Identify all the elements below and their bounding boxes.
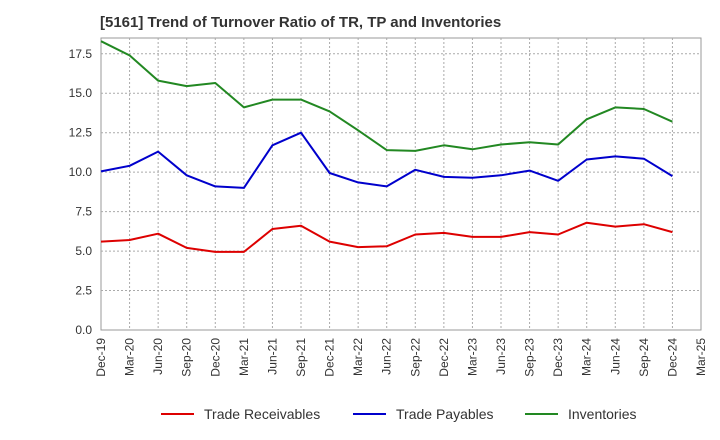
x-tick-label: Dec-22 bbox=[437, 338, 451, 377]
legend-label-trade-receivables: Trade Receivables bbox=[204, 406, 320, 422]
legend-label-trade-payables: Trade Payables bbox=[396, 406, 494, 422]
x-tick-label: Mar-22 bbox=[351, 338, 365, 376]
y-tick-label: 2.5 bbox=[75, 284, 92, 298]
x-tick-label: Jun-23 bbox=[494, 338, 508, 375]
x-tick-label: Sep-22 bbox=[408, 338, 422, 377]
x-tick-label: Jun-20 bbox=[151, 338, 165, 375]
x-tick-label: Dec-20 bbox=[208, 338, 222, 377]
x-tick-label: Mar-24 bbox=[580, 338, 594, 376]
series-line-inventories bbox=[100, 40, 673, 152]
x-tick-label: Sep-23 bbox=[523, 338, 537, 377]
x-tick-label: Mar-23 bbox=[465, 338, 479, 376]
x-tick-label: Sep-24 bbox=[637, 338, 651, 377]
x-tick-label: Sep-20 bbox=[180, 338, 194, 377]
x-tick-label: Mar-20 bbox=[123, 338, 137, 376]
x-tick-label: Mar-25 bbox=[694, 338, 708, 376]
x-tick-label: Jun-22 bbox=[380, 338, 394, 375]
x-tick-label: Dec-19 bbox=[94, 338, 108, 377]
x-tick-label: Dec-23 bbox=[551, 338, 565, 377]
y-tick-label: 0.0 bbox=[75, 323, 92, 337]
series-line-trade-receivables bbox=[100, 221, 673, 253]
x-tick-label: Dec-21 bbox=[323, 338, 337, 377]
y-tick-label: 17.5 bbox=[69, 47, 93, 61]
y-tick-label: 15.0 bbox=[69, 86, 93, 100]
legend-label-inventories: Inventories bbox=[568, 406, 636, 422]
plot-area bbox=[100, 37, 702, 331]
x-tick-label: Jun-21 bbox=[265, 338, 279, 375]
y-tick-label: 12.5 bbox=[69, 126, 93, 140]
x-tick-label: Mar-21 bbox=[237, 338, 251, 376]
x-tick-label: Dec-24 bbox=[665, 338, 679, 377]
y-tick-label: 10.0 bbox=[69, 165, 93, 179]
y-tick-label: 5.0 bbox=[75, 244, 92, 258]
series-line-trade-payables bbox=[100, 131, 673, 189]
x-tick-label: Jun-24 bbox=[608, 338, 622, 375]
chart-title: [5161] Trend of Turnover Ratio of TR, TP… bbox=[100, 14, 502, 31]
x-tick-label: Sep-21 bbox=[294, 338, 308, 377]
y-tick-label: 7.5 bbox=[75, 205, 92, 219]
